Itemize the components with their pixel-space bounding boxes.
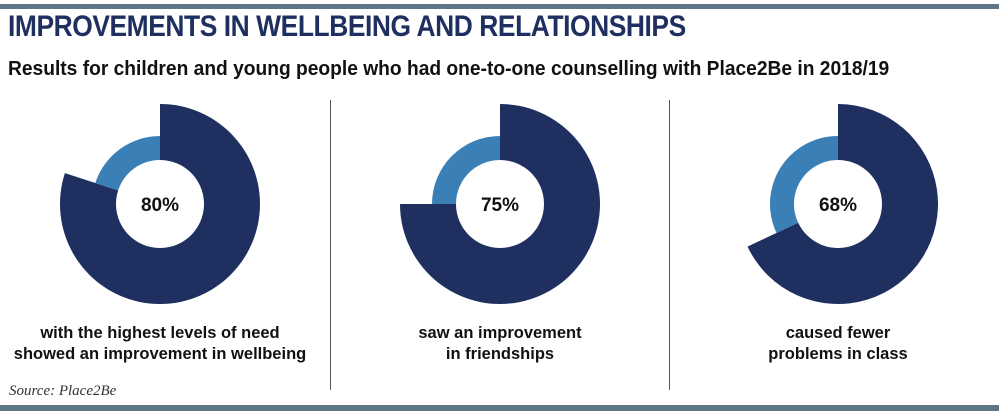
donut-segment-remainder bbox=[769, 136, 838, 233]
donut-segment-remainder bbox=[95, 136, 160, 191]
caption-line-1: caused fewer bbox=[785, 324, 891, 342]
donut-segment-remainder bbox=[432, 136, 500, 204]
donut-chart-wellbeing: 80% bbox=[59, 104, 260, 304]
page-title: IMPROVEMENTS IN WELLBEING AND RELATIONSH… bbox=[8, 10, 686, 43]
divider-2 bbox=[669, 100, 670, 390]
donut-caption: caused fewer problems in class bbox=[678, 323, 998, 365]
donut-segment-improved bbox=[400, 104, 600, 304]
caption-line-1: saw an improvement bbox=[418, 324, 582, 342]
caption-line-1: with the highest levels of need bbox=[40, 324, 280, 342]
donut-center-label: 75% bbox=[481, 195, 519, 216]
top-rule bbox=[0, 4, 999, 9]
donut-panel-wellbeing: 80% with the highest levels of need show… bbox=[0, 95, 320, 375]
donut-center-label: 80% bbox=[141, 195, 179, 216]
caption-line-2: in friendships bbox=[445, 345, 555, 363]
donut-segment-improved bbox=[747, 104, 939, 304]
donut-chart-class: 68% bbox=[747, 104, 939, 304]
caption-line-2: problems in class bbox=[768, 345, 908, 363]
donut-panel-class: 68% caused fewer problems in class bbox=[678, 95, 998, 375]
donut-center-label: 68% bbox=[819, 195, 857, 216]
divider-1 bbox=[330, 100, 331, 390]
donut-caption: with the highest levels of need showed a… bbox=[0, 323, 320, 365]
donut-segment-improved bbox=[59, 104, 260, 304]
bottom-rule bbox=[0, 405, 999, 411]
caption-line-2: showed an improvement in wellbeing bbox=[13, 345, 307, 363]
donut-panel-friendships: 75% saw an improvement in friendships bbox=[340, 95, 660, 375]
source-note: Source: Place2Be bbox=[9, 383, 117, 399]
page-subtitle: Results for children and young people wh… bbox=[8, 58, 890, 80]
donut-chart-friendships: 75% bbox=[400, 104, 600, 304]
donut-caption: saw an improvement in friendships bbox=[340, 323, 660, 365]
